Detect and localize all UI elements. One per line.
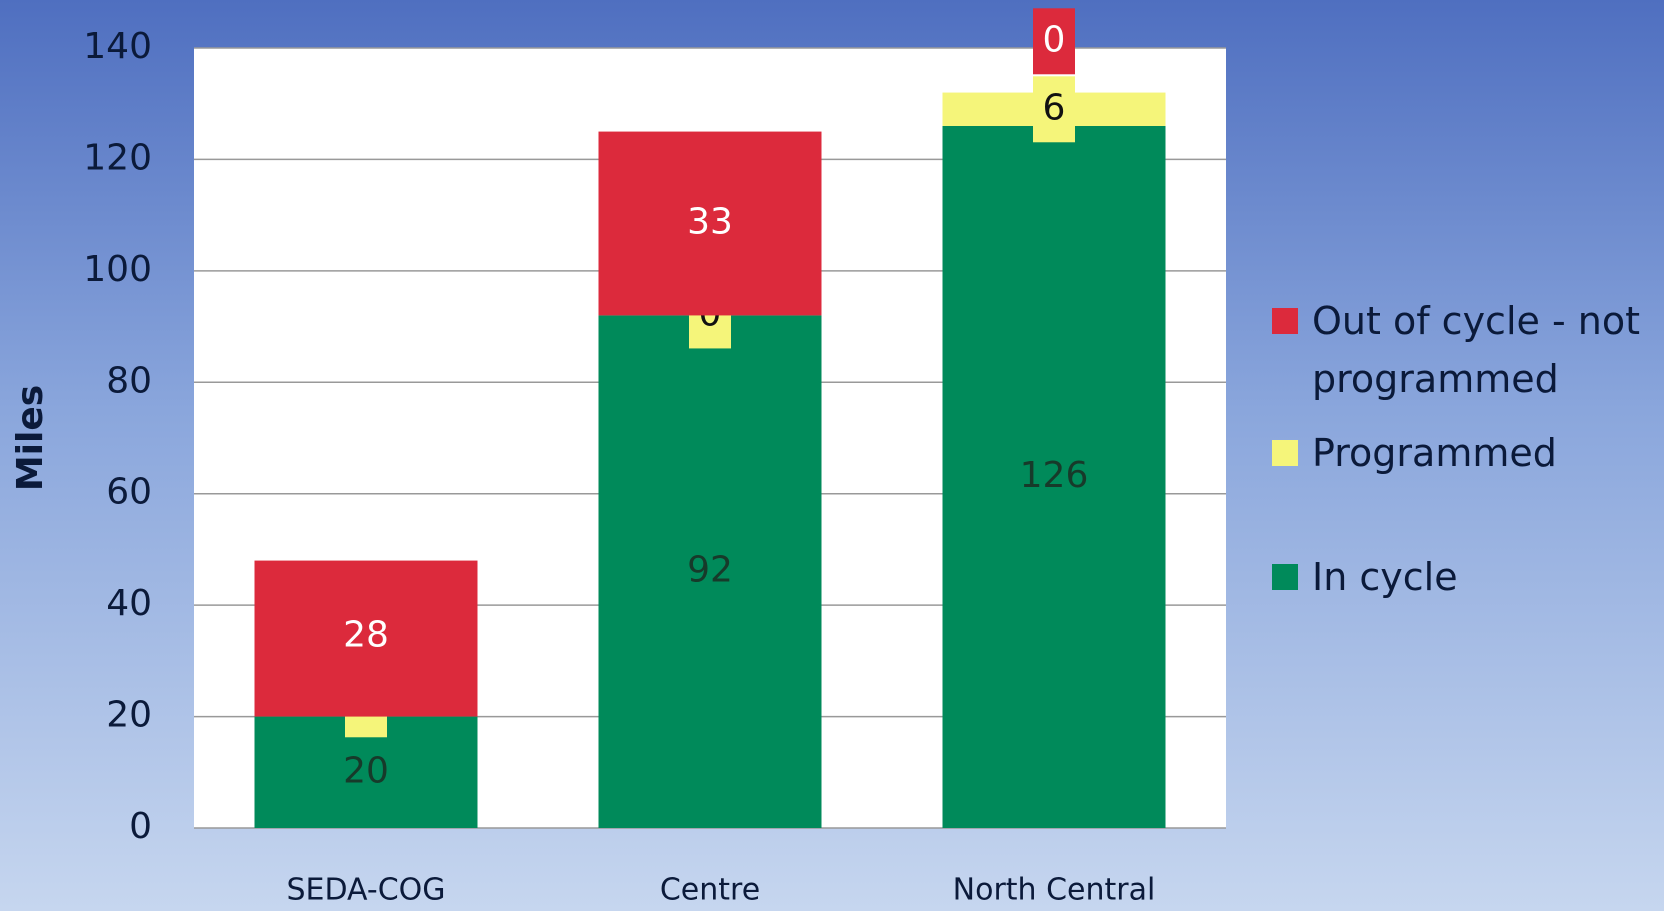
legend-swatch [1272,440,1298,466]
x-tick-label: North Central [953,873,1156,908]
legend-item: In cycle [1272,548,1662,606]
x-tick-label: SEDA-COG [286,873,445,908]
data-label: 126 [1020,455,1089,496]
data-label: 0 [1043,19,1066,60]
y-tick-label: 140 [83,26,152,67]
legend-label: In cycle [1312,555,1458,599]
legend-swatch [1272,564,1298,590]
legend-label: Programmed [1312,431,1557,475]
y-tick-label: 60 [106,472,152,513]
data-label: 28 [343,614,389,655]
data-label: 33 [687,202,733,243]
y-tick-label: 120 [83,137,152,178]
y-tick-label: 100 [83,249,152,290]
legend-item: Out of cycle - not programmed [1272,292,1662,408]
y-tick-label: 0 [129,806,152,847]
label-box [1033,76,1075,143]
data-label: 6 [1043,87,1066,128]
x-tick-label: Centre [660,873,760,908]
bar-segment [254,560,478,717]
bar-segment [598,131,822,316]
data-label: 20 [343,750,389,791]
data-label: 92 [687,550,733,591]
y-tick-label: 80 [106,360,152,401]
legend-swatch [1272,308,1298,334]
bar-segment [942,126,1166,828]
bar-segment [598,315,822,828]
y-tick-label: 40 [106,583,152,624]
legend-item: Programmed [1272,424,1662,482]
legend-label: Out of cycle - not programmed [1312,299,1640,401]
legend: Out of cycle - not programmed Programmed I… [1272,292,1662,622]
label-box [1033,8,1075,75]
y-axis-label: Miles [10,385,51,491]
y-tick-label: 20 [106,695,152,736]
